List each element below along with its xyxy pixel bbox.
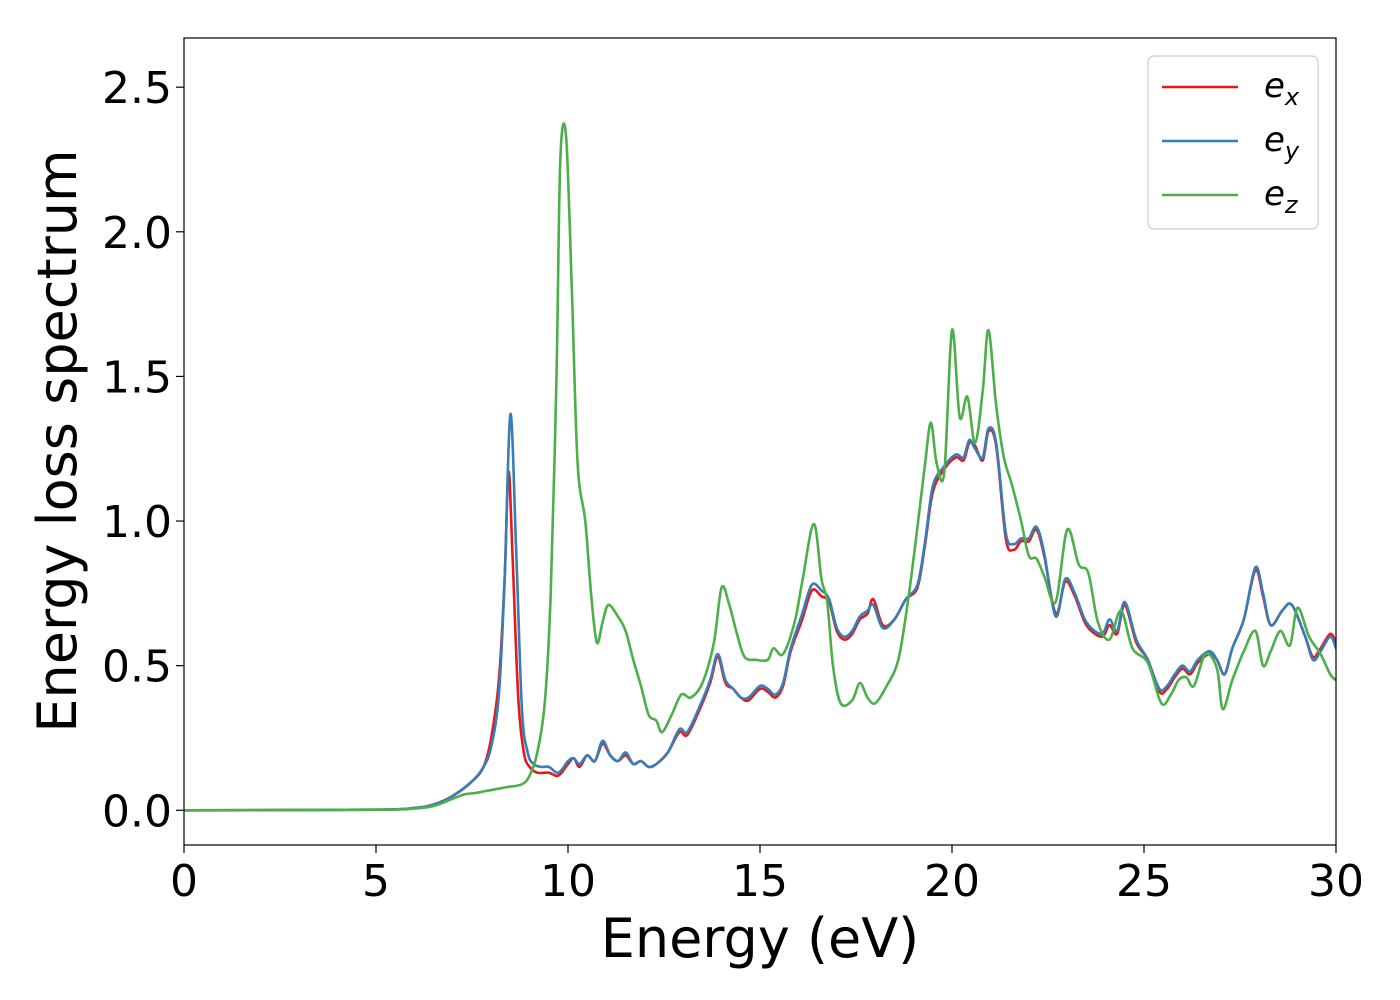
series-layer (184, 122, 1336, 812)
plot-area (183, 37, 1337, 846)
x-axis-label: Energy (eV) (601, 907, 920, 970)
x-tick-label: 15 (732, 856, 788, 907)
series-line-e-x (184, 428, 1336, 812)
series-line-e-y (184, 412, 1336, 812)
y-tick-label: 1.0 (102, 497, 172, 548)
series-line-e-z (184, 122, 1336, 812)
y-tick-label: 2.5 (102, 63, 172, 114)
x-tick-label: 25 (1116, 856, 1172, 907)
legend-label-subscript: x (1284, 83, 1300, 111)
x-tick-label: 10 (540, 856, 596, 907)
y-tick-label: 0.5 (102, 642, 172, 693)
y-tick-label: 1.5 (102, 352, 172, 403)
y-tick-label: 2.0 (102, 208, 172, 259)
legend-label-e-z: ez (1264, 174, 1299, 219)
x-tick-label: 20 (924, 856, 980, 907)
legend-label-main: e (1264, 66, 1285, 106)
legend-label-main: e (1264, 174, 1285, 214)
x-tick-label: 30 (1308, 856, 1364, 907)
legend-label-e-y: ey (1264, 120, 1300, 165)
x-tick-label: 0 (170, 856, 198, 907)
legend-label-e-x: ex (1264, 66, 1300, 111)
y-axis-label: Energy loss spectrum (26, 149, 89, 732)
y-tick-label: 0.0 (102, 786, 172, 837)
x-tick-label: 5 (362, 856, 390, 907)
legend-box (1147, 55, 1319, 230)
y-axis-ticks: 0.0 0.5 1.0 1.5 2.0 2.5 (102, 63, 184, 837)
x-axis-ticks: 0 5 10 15 20 25 30 (170, 845, 1364, 907)
legend-label-subscript: y (1284, 137, 1300, 165)
legend-label-subscript: z (1284, 191, 1299, 219)
legend-label-main: e (1264, 120, 1285, 160)
